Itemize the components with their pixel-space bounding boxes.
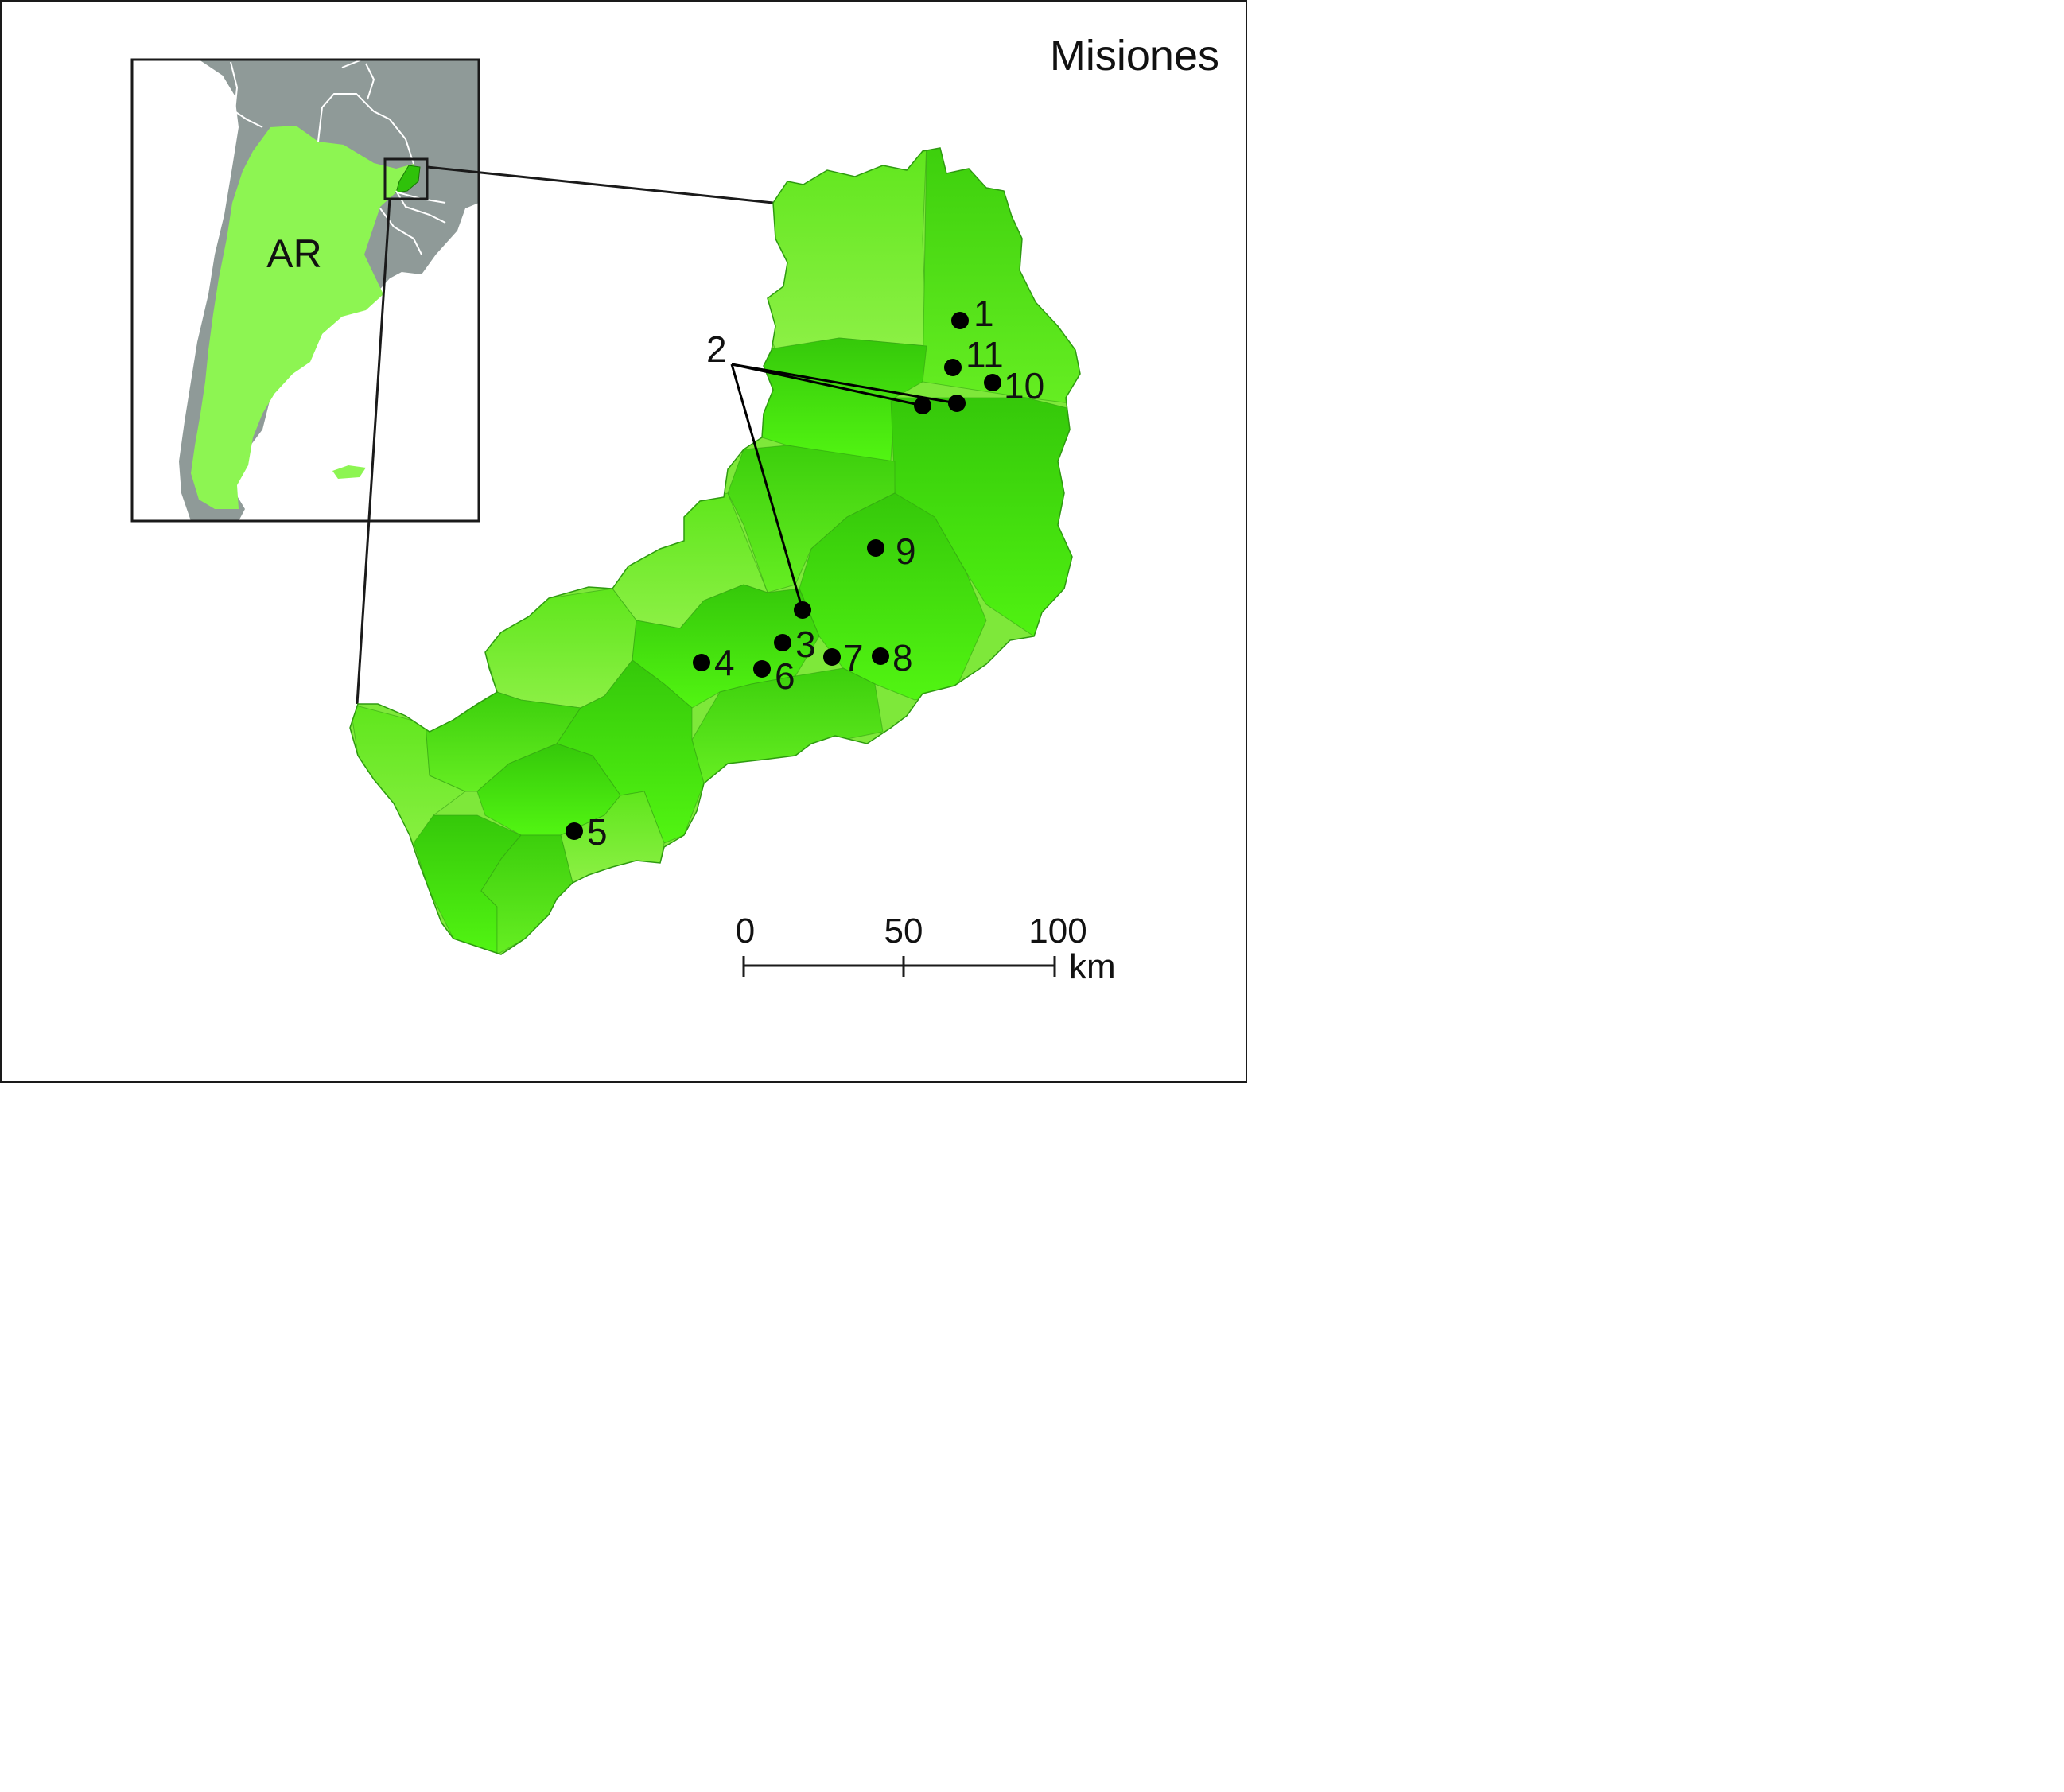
site-1: 1: [951, 293, 994, 334]
inset-islands: [332, 465, 366, 479]
site-7: 7: [823, 637, 864, 678]
site-7-dot: [823, 648, 841, 666]
site-7-label: 7: [843, 637, 864, 678]
sampling-sites: 1 2 3 4 5 6 7 8: [566, 293, 1044, 853]
site-3-dot: [774, 634, 791, 651]
site-2: 2: [706, 328, 966, 619]
site-1-label: 1: [974, 293, 994, 334]
site-6-dot: [753, 660, 771, 678]
scale-bar-tick-label: 50: [884, 912, 923, 950]
inset-argentina: [191, 126, 415, 509]
site-2-leader-lines: [730, 363, 958, 611]
site-2-dot: [914, 397, 931, 414]
site-3-label: 3: [795, 624, 816, 665]
site-10-dot: [984, 374, 1001, 391]
site-11-dot: [944, 359, 962, 376]
site-9-dot: [867, 539, 884, 557]
site-2-dot: [948, 395, 966, 412]
scale-bar: 0 50 100 km: [736, 912, 1116, 986]
site-8-dot: [872, 647, 889, 665]
province-outline: [349, 147, 1081, 955]
site-6-label: 6: [775, 655, 795, 697]
site-2-label: 2: [706, 328, 727, 370]
inset-map: AR: [130, 58, 480, 523]
site-4: 4: [693, 642, 735, 683]
scale-bar-unit: km: [1069, 947, 1116, 986]
inset-border: [130, 58, 480, 523]
site-8: 8: [872, 637, 913, 678]
inset-focus-box: [383, 157, 429, 200]
site-11: 11: [944, 334, 1004, 376]
scale-bar-tick-label: 0: [736, 912, 755, 950]
site-5: 5: [566, 811, 608, 853]
inset-connector-bottom: [356, 198, 391, 705]
site-11-label: 11: [966, 334, 1004, 375]
site-3: 3: [774, 624, 816, 665]
map-figure: Misiones AR: [0, 0, 1247, 1083]
site-5-dot: [566, 822, 583, 840]
site-4-label: 4: [714, 642, 735, 683]
site-9-label: 9: [896, 531, 916, 572]
site-5-label: 5: [587, 811, 608, 853]
inset-misiones: [395, 165, 421, 193]
scale-bar-tick-label: 100: [1028, 912, 1086, 950]
site-1-dot: [951, 312, 969, 329]
site-9: 9: [867, 531, 916, 572]
site-8-label: 8: [892, 637, 913, 678]
site-2-dot: [794, 601, 811, 619]
site-10-label: 10: [1004, 365, 1044, 406]
site-4-dot: [693, 654, 710, 671]
inset-country-label: AR: [266, 231, 321, 276]
site-10: 10: [984, 365, 1044, 406]
inset-connector-top: [426, 165, 774, 204]
site-6: 6: [753, 655, 795, 697]
map-title: Misiones: [1050, 32, 1219, 80]
